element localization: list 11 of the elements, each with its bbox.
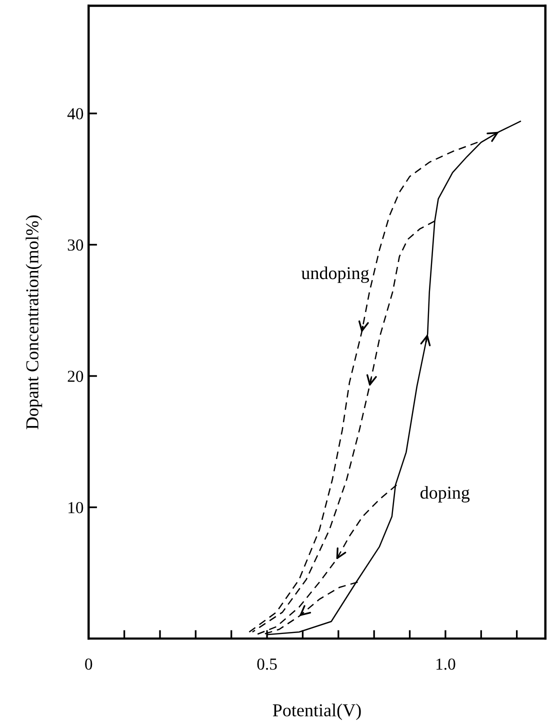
x-axis-title: Potential(V) [272, 704, 361, 720]
y-axis-title: Dopant Concentration(mol%) [26, 215, 42, 430]
annotation: doping [420, 486, 470, 503]
x-tick-label: 0 [85, 658, 92, 670]
annotation: undoping [301, 266, 370, 283]
y-tick-label: 40 [67, 108, 84, 120]
y-tick-label: 30 [68, 239, 84, 251]
x-tick-label: 1.0 [436, 658, 456, 670]
x-tick-label: 0.5 [257, 658, 277, 670]
y-tick-label: 10 [68, 502, 84, 514]
y-tick-label: 20 [68, 370, 84, 382]
